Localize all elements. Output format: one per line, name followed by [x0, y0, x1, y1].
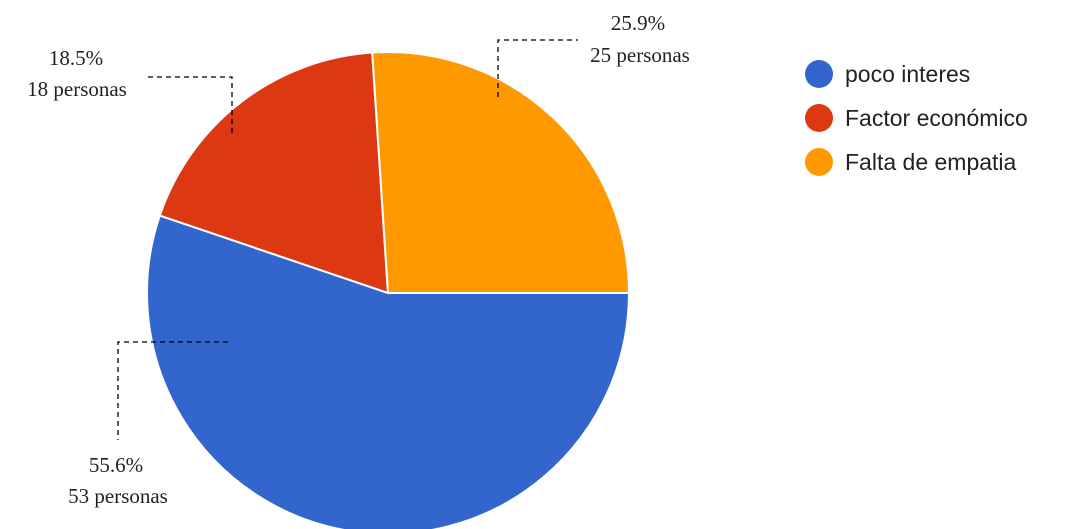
slice-count-label-falta-de-empatia: 25 personas [590, 43, 690, 67]
legend-swatch-falta-de-empatia [805, 148, 833, 176]
legend-item-falta-de-empatia[interactable]: Falta de empatia [805, 140, 1028, 184]
legend-item-factor-economico[interactable]: Factor económico [805, 96, 1028, 140]
legend: poco interes Factor económico Falta de e… [805, 52, 1028, 184]
legend-label-factor-economico: Factor económico [845, 104, 1028, 131]
slice-percent-label-falta-de-empatia: 25.9% [611, 11, 665, 35]
legend-swatch-factor-economico [805, 104, 833, 132]
callout-line-falta-de-empatia [497, 39, 578, 97]
slice-count-label-factor-economico: 18 personas [27, 77, 127, 101]
slice-count-label-poco-interes: 53 personas [68, 484, 168, 508]
callout-line-poco-interes [117, 341, 228, 440]
legend-swatch-poco-interes [805, 60, 833, 88]
pie-slice-factor-economico[interactable] [158, 51, 390, 295]
callout-line-factor-economico [148, 76, 233, 137]
legend-label-falta-de-empatia: Falta de empatia [845, 148, 1017, 175]
slice-percent-label-factor-economico: 18.5% [49, 46, 103, 70]
pie-slice-falta-de-empatia[interactable] [371, 51, 631, 294]
legend-item-poco-interes[interactable]: poco interes [805, 52, 1028, 96]
slice-percent-label-poco-interes: 55.6% [89, 453, 143, 477]
legend-label-poco-interes: poco interes [845, 60, 971, 87]
